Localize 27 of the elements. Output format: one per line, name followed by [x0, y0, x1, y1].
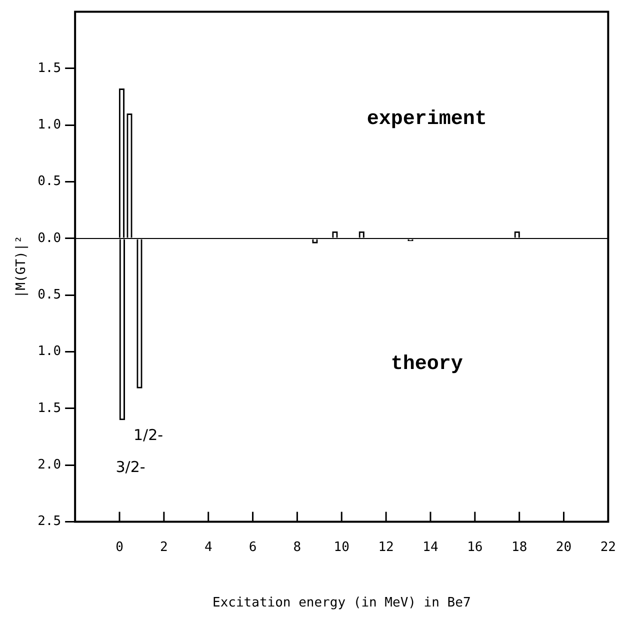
x-tick-label: 8 [293, 540, 302, 555]
annotation: theory [390, 352, 463, 376]
x-axis-title: Excitation energy (in MeV) in Be7 [212, 596, 471, 611]
y-tick-label: 0.5 [38, 288, 62, 303]
annotation: experiment [366, 108, 487, 131]
x-tick-label: 20 [556, 540, 572, 555]
y-tick-label: 1.0 [38, 344, 62, 360]
x-tick-label: 14 [422, 540, 438, 555]
y-axis-title: |M(GT)|² [14, 235, 30, 298]
y-tick-label: 1.5 [38, 400, 62, 416]
x-tick-label: 2 [160, 540, 168, 555]
x-tick-label: 18 [511, 540, 528, 555]
x-tick-label: 12 [378, 540, 394, 555]
x-tick-label: 6 [248, 540, 257, 555]
x-tick-label: 10 [334, 540, 350, 555]
y-tick-label: 2.5 [38, 514, 62, 530]
x-tick-label: 16 [467, 540, 483, 555]
annotation: 1/2- [133, 426, 164, 444]
y-tick-label: 1.5 [38, 60, 62, 76]
y-tick-label: 0.0 [38, 230, 62, 246]
y-tick-label: 1.0 [38, 118, 62, 133]
x-tick-label: 4 [204, 540, 212, 555]
y-tick-label: 0.5 [38, 174, 62, 190]
annotation: 3/2- [116, 458, 146, 476]
x-tick-label: 22 [600, 540, 616, 555]
y-tick-label: 2.0 [38, 458, 62, 473]
x-tick-label: 0 [116, 540, 124, 555]
